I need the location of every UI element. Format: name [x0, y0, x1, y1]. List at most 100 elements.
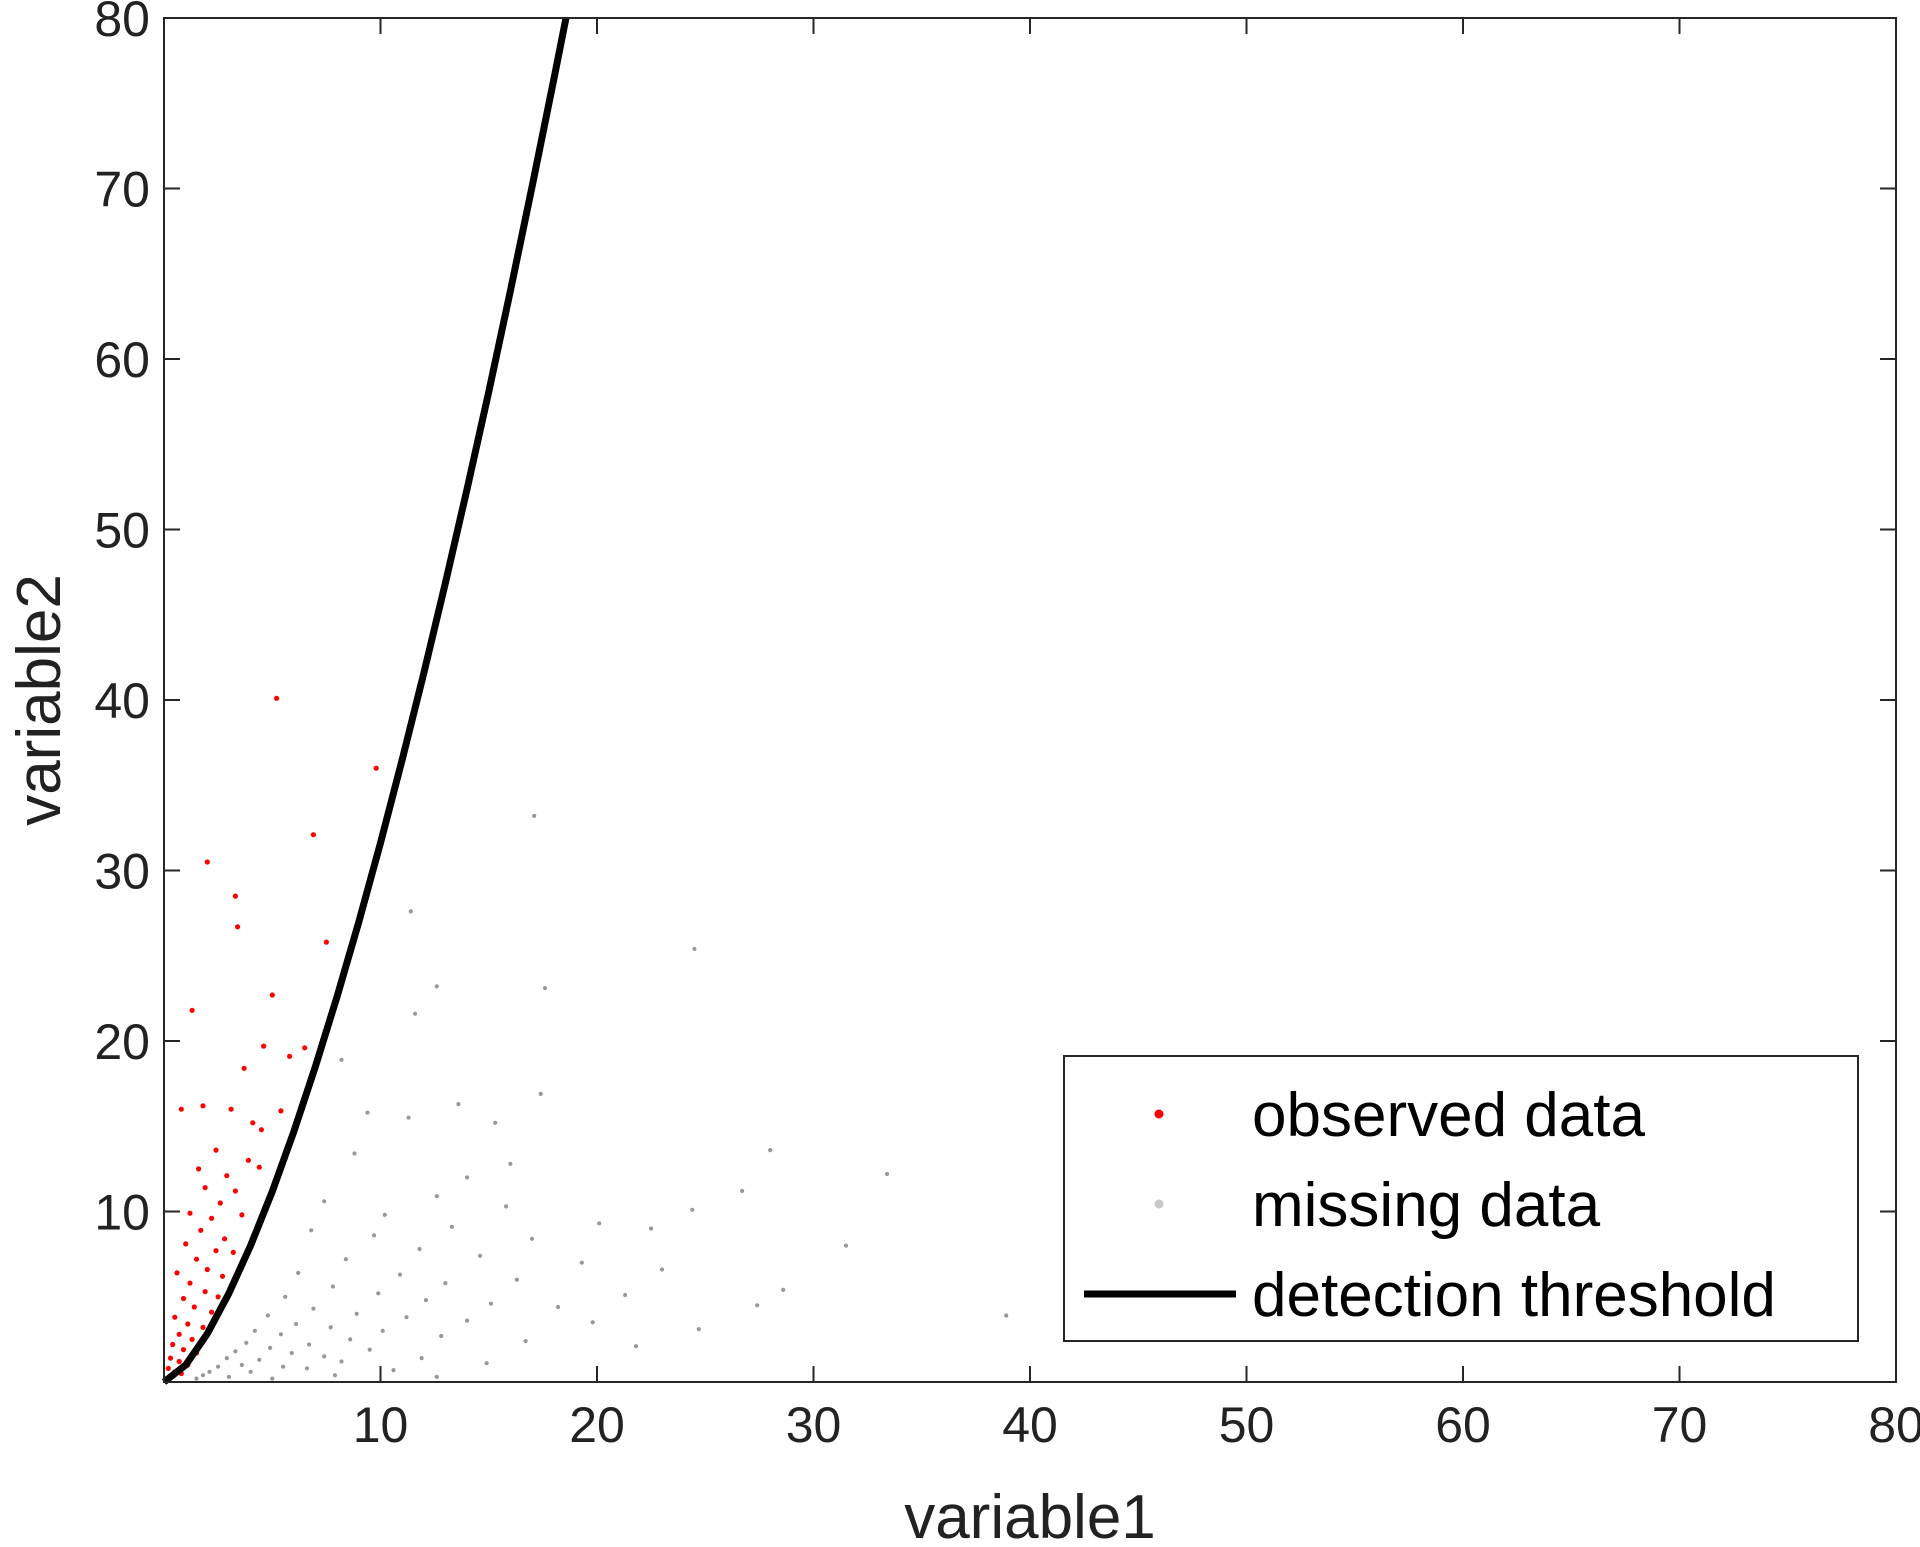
missing-data-point — [523, 1339, 528, 1344]
x-tick-label: 10 — [353, 1397, 409, 1453]
legend: observed data missing data detection thres… — [1063, 1055, 1859, 1342]
missing-data-point — [690, 1207, 695, 1212]
missing-data-point — [397, 1272, 403, 1277]
missing-points-group — [194, 813, 1009, 1381]
missing-data-point — [304, 1366, 309, 1371]
observed-data-point — [185, 1321, 191, 1327]
missing-data-point — [309, 1228, 314, 1233]
missing-data-point — [649, 1226, 654, 1231]
missing-data-point — [423, 1298, 429, 1303]
observed-data-point — [213, 1248, 219, 1254]
missing-data-point — [885, 1171, 890, 1177]
missing-data-point — [289, 1350, 294, 1356]
missing-data-point — [408, 909, 413, 914]
observed-data-point — [217, 1200, 223, 1206]
observed-data-point — [170, 1341, 176, 1348]
legend-missing-marker — [1154, 1199, 1164, 1209]
x-tick-label: 50 — [1219, 1397, 1275, 1453]
y-tick-label: 60 — [94, 332, 150, 388]
missing-data-point — [307, 1342, 312, 1347]
missing-data-point — [508, 1161, 513, 1166]
observed-data-point — [222, 1236, 228, 1242]
missing-data-point — [248, 1369, 253, 1374]
missing-data-point — [352, 1151, 357, 1156]
missing-data-point — [281, 1364, 286, 1369]
missing-data-point — [538, 1091, 543, 1096]
missing-data-point — [200, 1373, 206, 1378]
y-tick-label: 10 — [94, 1185, 150, 1241]
missing-data-point — [755, 1303, 760, 1308]
missing-data-point — [419, 1356, 424, 1361]
observed-data-point — [209, 1309, 215, 1315]
observed-data-point — [219, 1273, 226, 1279]
missing-data-point — [465, 1175, 470, 1180]
observed-data-point — [261, 1043, 267, 1049]
observed-data-point — [250, 1120, 256, 1126]
y-tick-label: 70 — [94, 162, 150, 218]
missing-data-point — [504, 1204, 509, 1209]
missing-data-point — [216, 1364, 221, 1369]
observed-data-point — [165, 1365, 171, 1371]
missing-data-point — [417, 1246, 422, 1252]
missing-data-point — [768, 1148, 773, 1153]
observed-data-point — [176, 1358, 182, 1365]
missing-data-point — [330, 1284, 335, 1289]
observed-data-point — [200, 1324, 206, 1330]
observed-data-point — [228, 1106, 234, 1112]
missing-data-point — [696, 1327, 701, 1332]
observed-data-point — [189, 1336, 195, 1342]
missing-data-point — [194, 1376, 199, 1381]
x-tick-label: 80 — [1868, 1397, 1920, 1453]
observed-data-point — [215, 1294, 221, 1300]
missing-data-point — [322, 1199, 327, 1204]
missing-data-point — [434, 1194, 439, 1199]
missing-data-point — [391, 1368, 396, 1373]
y-tick-label: 50 — [94, 503, 150, 559]
legend-label: observed data — [1252, 1081, 1645, 1150]
observed-data-point — [235, 924, 241, 930]
observed-data-point — [187, 1280, 193, 1286]
observed-data-point — [167, 1355, 174, 1361]
y-tick-label: 30 — [94, 844, 150, 900]
missing-data-point — [532, 813, 537, 819]
missing-data-point — [339, 1057, 344, 1062]
missing-data-point — [354, 1311, 359, 1316]
x-tick-label: 30 — [786, 1397, 842, 1453]
missing-data-point — [484, 1361, 489, 1366]
observed-data-point — [200, 1103, 206, 1109]
missing-data-point — [413, 1011, 418, 1016]
missing-data-point — [294, 1321, 299, 1327]
observed-data-point — [180, 1295, 187, 1302]
observed-data-point — [230, 1249, 236, 1255]
y-tick-label: 80 — [94, 0, 150, 47]
observed-data-point — [278, 1108, 284, 1114]
observed-data-point — [213, 1147, 219, 1153]
y-axis-label: variable2 — [5, 574, 74, 826]
missing-data-point — [239, 1362, 244, 1368]
missing-data-point — [283, 1294, 288, 1299]
missing-data-point — [233, 1349, 238, 1354]
x-tick-label: 60 — [1435, 1397, 1491, 1453]
x-tick-label: 20 — [569, 1397, 625, 1453]
missing-data-point — [376, 1291, 381, 1296]
observed-data-point — [189, 1007, 195, 1013]
missing-data-point — [226, 1374, 231, 1379]
missing-data-point — [296, 1270, 301, 1275]
observed-data-point — [323, 939, 329, 945]
missing-data-point — [692, 946, 697, 952]
missing-data-point — [244, 1340, 249, 1345]
legend-label: missing data — [1252, 1171, 1601, 1240]
observed-data-point — [172, 1314, 178, 1320]
missing-data-point — [659, 1267, 665, 1272]
detection-threshold-line — [161, 17, 570, 1385]
missing-data-point — [332, 1373, 338, 1378]
missing-data-point — [365, 1110, 370, 1115]
legend-observed-marker — [1154, 1109, 1164, 1119]
observed-data-point — [174, 1270, 180, 1276]
missing-data-point — [740, 1188, 745, 1194]
observed-data-point — [204, 1266, 210, 1273]
observed-data-point — [239, 1212, 245, 1218]
missing-data-point — [529, 1236, 535, 1241]
missing-data-point — [465, 1318, 470, 1323]
